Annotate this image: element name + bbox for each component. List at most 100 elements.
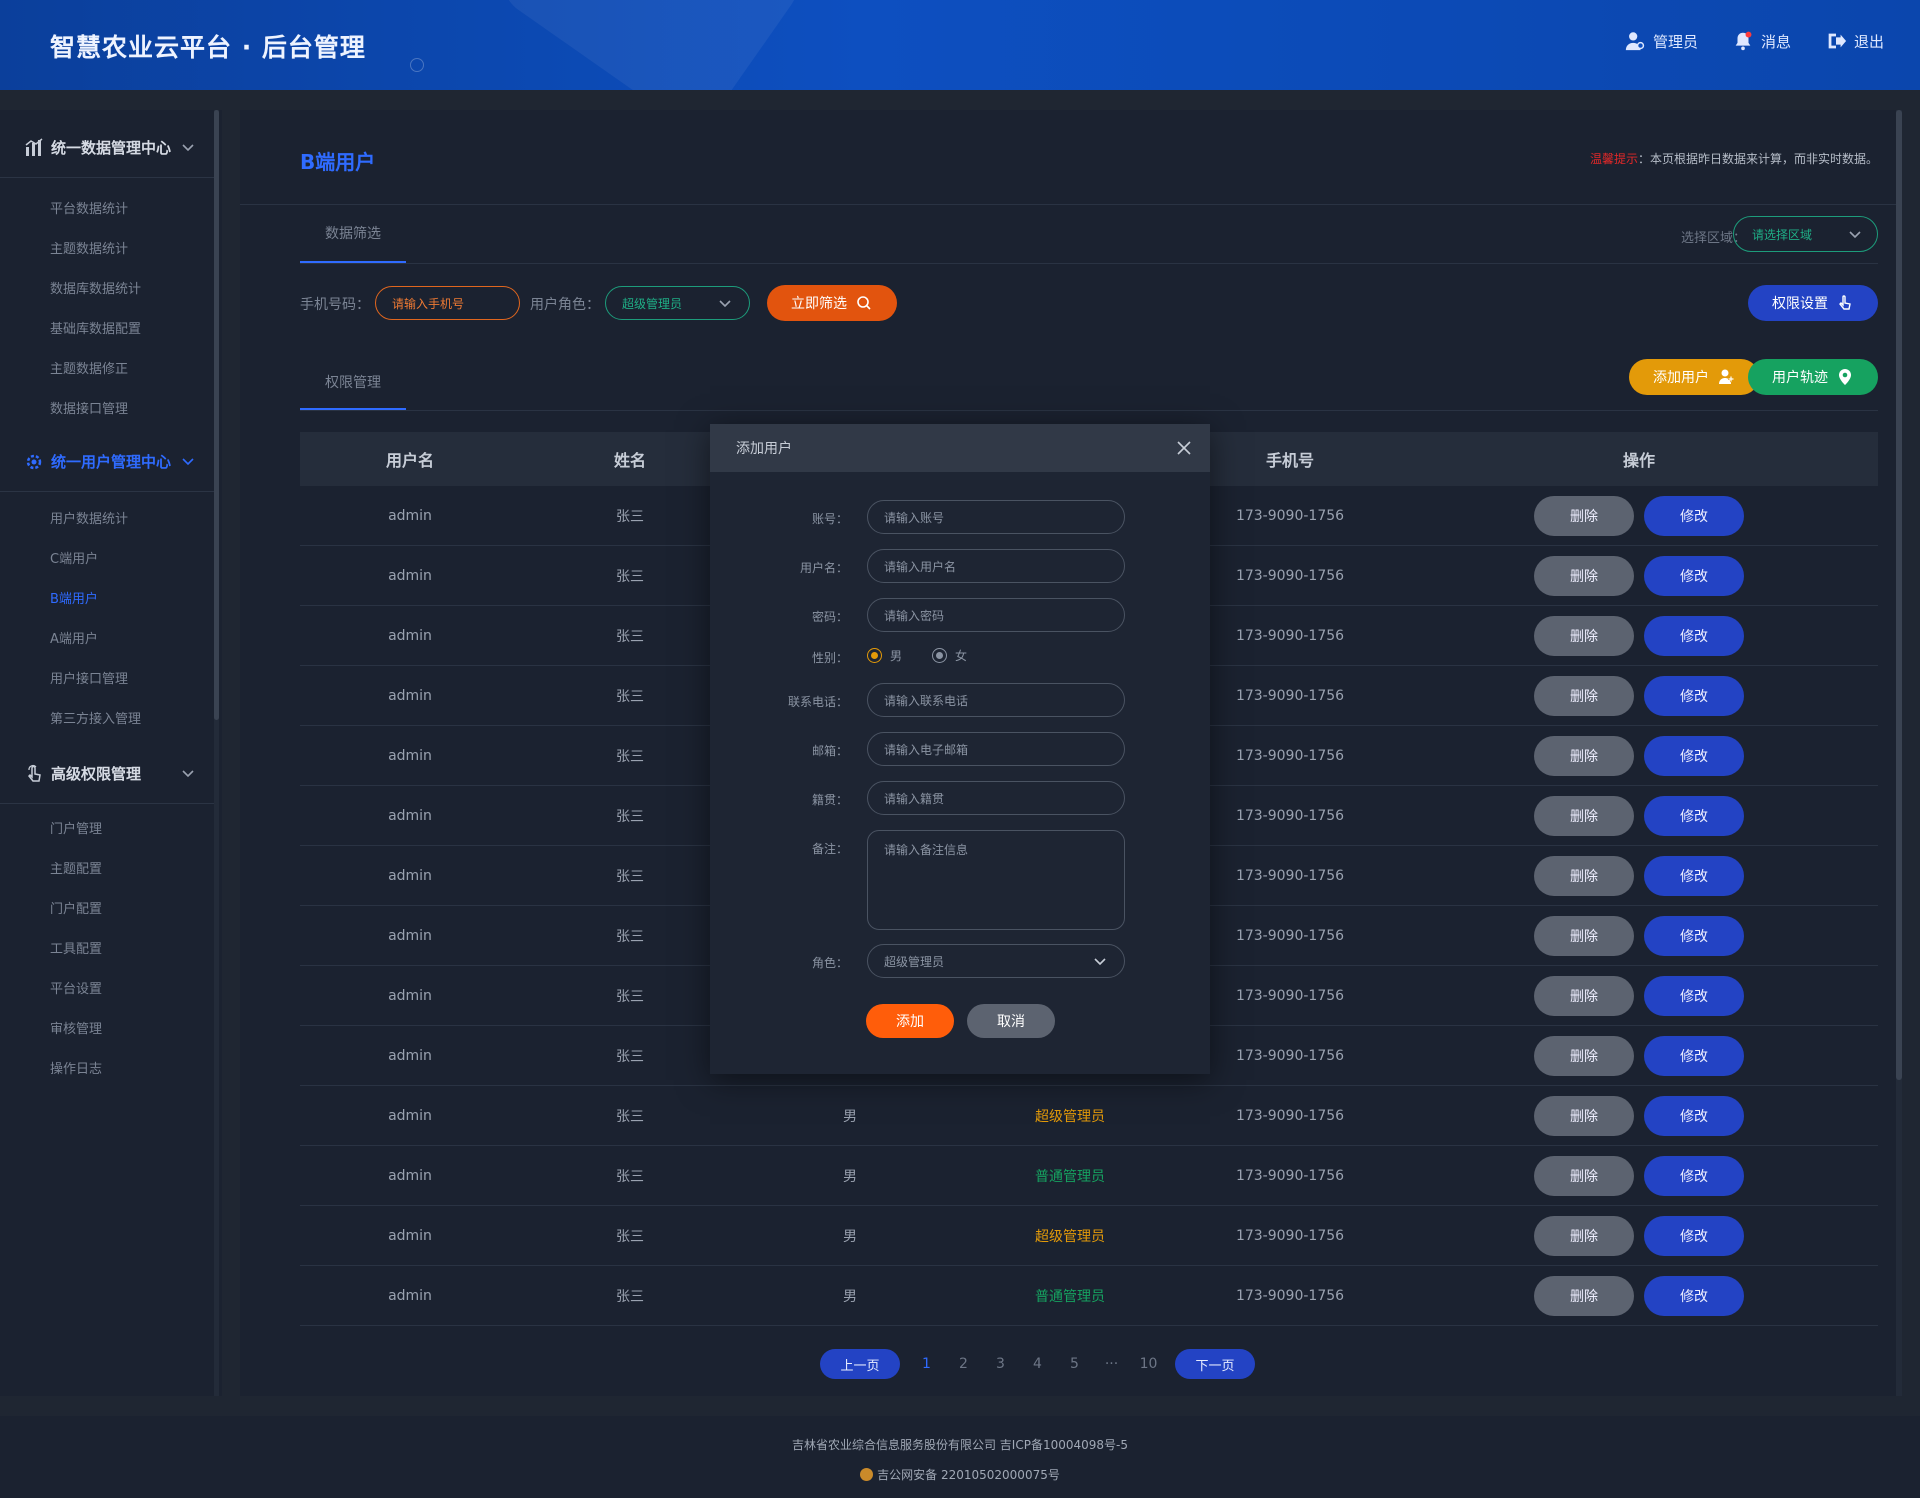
page-number[interactable]: 4 [1033, 1356, 1042, 1372]
sidebar-item-operation-log[interactable]: 操作日志 [50, 1062, 103, 1077]
gear-icon [26, 454, 42, 469]
edit-button[interactable]: 修改 [1644, 555, 1744, 596]
sidebar-item-db-stats[interactable]: 数据库数据统计 [50, 282, 142, 297]
table-row: admin 张三 男 超级管理员 173-9090-1756 删除修改 [300, 1086, 1878, 1146]
next-page-button[interactable]: 下一页 [1175, 1349, 1255, 1379]
close-icon[interactable] [1176, 440, 1192, 456]
sidebar-item-b-users[interactable]: B端用户 [50, 592, 98, 607]
nav-group-user-center[interactable]: 统一用户管理中心 [0, 432, 214, 492]
add-user-modal: 添加用户 账号： 请输入账号 用户名： 请输入用户名 密码： 请输入密码 性别：… [710, 424, 1210, 1074]
delete-button[interactable]: 删除 [1534, 1215, 1634, 1256]
page-number[interactable]: 2 [959, 1356, 968, 1372]
page-number[interactable]: 5 [1070, 1356, 1079, 1372]
delete-button[interactable]: 删除 [1534, 1155, 1634, 1196]
delete-button[interactable]: 删除 [1534, 555, 1634, 596]
sidebar-item-platform-settings[interactable]: 平台设置 [50, 982, 103, 997]
page-number[interactable]: 1 [922, 1356, 931, 1372]
page-number[interactable]: ··· [1104, 1356, 1119, 1372]
filter-button[interactable]: 立即筛选 [767, 285, 897, 321]
logout-button[interactable]: 退出 [1825, 30, 1884, 52]
sidebar-item-data-api[interactable]: 数据接口管理 [50, 402, 129, 417]
edit-button[interactable]: 修改 [1644, 795, 1744, 836]
top-header: 智慧农业云平台 · 后台管理 管理员 消息 退出 [0, 0, 1920, 90]
nav-group-data-center[interactable]: 统一数据管理中心 [0, 118, 214, 178]
tab-data-filter[interactable]: 数据筛选 [325, 226, 381, 242]
edit-button[interactable]: 修改 [1644, 735, 1744, 776]
page-number[interactable]: 10 [1139, 1356, 1158, 1372]
account-input[interactable]: 请输入账号 [867, 500, 1125, 534]
cell-phone: 173-9090-1756 [1235, 747, 1345, 764]
delete-button[interactable]: 删除 [1534, 675, 1634, 716]
sidebar-item-third-party[interactable]: 第三方接入管理 [50, 712, 142, 727]
sidebar-item-base-config[interactable]: 基础库数据配置 [50, 322, 142, 337]
edit-button[interactable]: 修改 [1644, 1275, 1744, 1316]
tab-permission-mgmt[interactable]: 权限管理 [325, 375, 381, 391]
filter-button-label: 立即筛选 [791, 296, 847, 312]
email-input[interactable]: 请输入电子邮箱 [867, 732, 1125, 766]
table-row: admin 张三 男 普通管理员 173-9090-1756 删除修改 [300, 1266, 1878, 1326]
sidebar-item-review-mgmt[interactable]: 审核管理 [50, 1022, 103, 1037]
page-number[interactable]: 3 [996, 1356, 1005, 1372]
permission-settings-button[interactable]: 权限设置 [1748, 285, 1878, 321]
delete-button[interactable]: 删除 [1534, 495, 1634, 536]
sidebar-scrollbar[interactable] [214, 110, 219, 720]
modal-add-button[interactable]: 添加 [866, 1004, 954, 1038]
cell-actions: 删除 修改 [1400, 735, 1878, 776]
edit-button[interactable]: 修改 [1644, 1095, 1744, 1136]
delete-button[interactable]: 删除 [1534, 615, 1634, 656]
chevron-down-icon [719, 300, 731, 308]
sidebar-item-tool-config[interactable]: 工具配置 [50, 942, 103, 957]
sidebar-item-c-users[interactable]: C端用户 [50, 552, 99, 567]
role-select[interactable]: 超级管理员 [605, 286, 750, 320]
delete-button[interactable]: 删除 [1534, 1035, 1634, 1076]
admin-button[interactable]: 管理员 [1624, 30, 1698, 52]
hometown-label: 籍贯： [811, 793, 848, 807]
edit-button[interactable]: 修改 [1644, 1035, 1744, 1076]
delete-button[interactable]: 删除 [1534, 915, 1634, 956]
username-input[interactable]: 请输入用户名 [867, 549, 1125, 583]
hometown-input[interactable]: 请输入籍贯 [867, 781, 1125, 815]
edit-button[interactable]: 修改 [1644, 855, 1744, 896]
nav-group-advanced-permissions[interactable]: 高级权限管理 [0, 744, 214, 804]
main-scrollbar[interactable] [1896, 110, 1902, 1080]
sidebar-item-user-api[interactable]: 用户接口管理 [50, 672, 129, 687]
modal-role-select[interactable]: 超级管理员 [867, 944, 1125, 978]
gender-male-radio[interactable]: 男 [867, 647, 902, 664]
gender-male-label: 男 [890, 649, 903, 663]
modal-cancel-button[interactable]: 取消 [967, 1004, 1055, 1038]
prev-page-button[interactable]: 上一页 [820, 1349, 900, 1379]
region-select[interactable]: 请选择区域 [1733, 216, 1878, 252]
edit-button[interactable]: 修改 [1644, 975, 1744, 1016]
cell-username: admin [388, 1107, 432, 1124]
edit-button[interactable]: 修改 [1644, 615, 1744, 656]
delete-button[interactable]: 删除 [1534, 735, 1634, 776]
sidebar-item-theme-stats[interactable]: 主题数据统计 [50, 242, 129, 257]
delete-button[interactable]: 删除 [1534, 795, 1634, 836]
delete-button[interactable]: 删除 [1534, 1095, 1634, 1136]
sidebar-item-user-stats[interactable]: 用户数据统计 [50, 512, 129, 527]
remark-textarea[interactable]: 请输入备注信息 [867, 830, 1125, 930]
phone-input[interactable]: 请输入手机号 [375, 286, 520, 320]
sidebar-item-theme-config[interactable]: 主题配置 [50, 862, 103, 877]
edit-button[interactable]: 修改 [1644, 675, 1744, 716]
username-placeholder: 请输入用户名 [884, 559, 957, 574]
delete-button[interactable]: 删除 [1534, 975, 1634, 1016]
edit-button[interactable]: 修改 [1644, 495, 1744, 536]
sidebar-item-portal-mgmt[interactable]: 门户管理 [50, 822, 103, 837]
edit-button[interactable]: 修改 [1644, 1155, 1744, 1196]
edit-button[interactable]: 修改 [1644, 915, 1744, 956]
sidebar-item-a-users[interactable]: A端用户 [50, 632, 98, 647]
sidebar-item-platform-stats[interactable]: 平台数据统计 [50, 202, 129, 217]
edit-button[interactable]: 修改 [1644, 1215, 1744, 1256]
delete-button[interactable]: 删除 [1534, 1275, 1634, 1316]
sidebar-item-theme-fix[interactable]: 主题数据修正 [50, 362, 129, 377]
messages-button[interactable]: 消息 [1732, 30, 1791, 52]
contact-phone-input[interactable]: 请输入联系电话 [867, 683, 1125, 717]
add-user-button[interactable]: 添加用户 [1629, 359, 1759, 395]
user-track-button[interactable]: 用户轨迹 [1748, 359, 1878, 395]
sidebar-scrollbar-track[interactable] [214, 110, 219, 1396]
gender-female-radio[interactable]: 女 [932, 647, 967, 664]
password-input[interactable]: 请输入密码 [867, 598, 1125, 632]
delete-button[interactable]: 删除 [1534, 855, 1634, 896]
sidebar-item-portal-config[interactable]: 门户配置 [50, 902, 103, 917]
